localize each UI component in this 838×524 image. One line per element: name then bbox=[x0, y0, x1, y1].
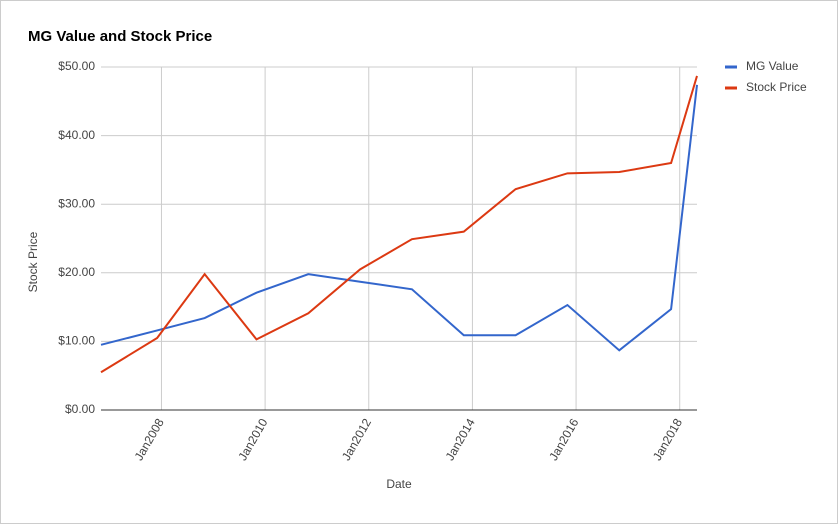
series-line bbox=[100, 75, 698, 374]
chart-title: MG Value and Stock Price bbox=[28, 28, 212, 45]
y-tick-label: $50.00 bbox=[58, 59, 95, 73]
y-tick-label: $30.00 bbox=[58, 196, 95, 210]
legend-label: MG Value bbox=[746, 59, 799, 73]
y-tick-label: $10.00 bbox=[58, 334, 95, 348]
y-tick-label: $0.00 bbox=[65, 402, 95, 416]
y-axis-label: Stock Price bbox=[26, 231, 40, 292]
x-axis-label: Date bbox=[386, 477, 412, 491]
y-tick-label: $20.00 bbox=[58, 265, 95, 279]
y-tick-label: $40.00 bbox=[58, 128, 95, 142]
series-line bbox=[100, 84, 698, 352]
legend-label: Stock Price bbox=[746, 80, 807, 94]
